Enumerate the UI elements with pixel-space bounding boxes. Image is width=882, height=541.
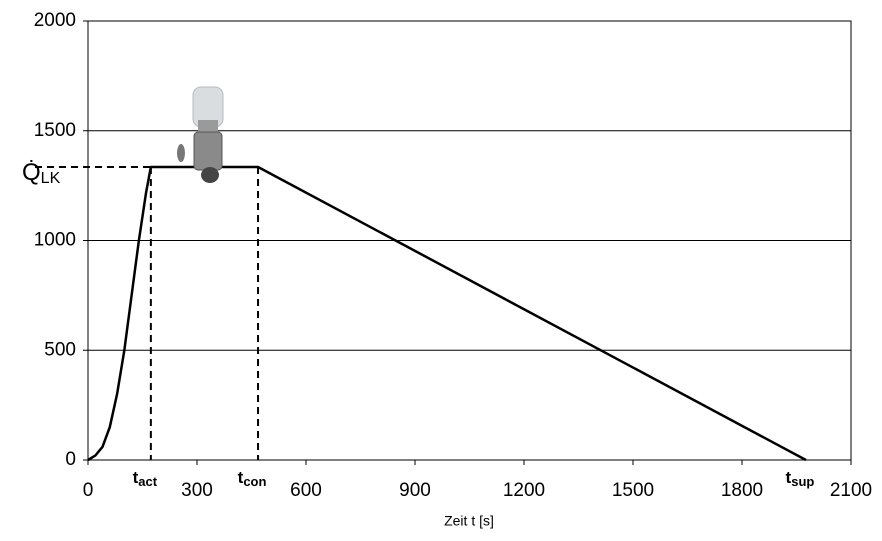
marker-symbol: t	[786, 468, 792, 487]
marker-label: tact	[133, 468, 158, 489]
x-tick-label: 300	[181, 480, 213, 501]
valve-neck	[198, 120, 218, 134]
plot-frame	[87, 20, 852, 461]
valve-illustration	[177, 86, 224, 183]
marker-subscript: con	[243, 474, 266, 489]
x-tick-label: 1800	[721, 480, 763, 501]
y-tick-label: 0	[65, 449, 76, 470]
marker-symbol: t	[238, 468, 244, 487]
x-tick-label: 0	[83, 480, 94, 501]
y-tick-label: 1500	[34, 120, 76, 141]
level-subscript: LK	[41, 170, 61, 187]
x-tick-label: 1500	[612, 480, 654, 501]
valve-body	[193, 131, 223, 171]
y-tick-label: 2000	[34, 10, 76, 31]
x-axis-title: Zeit t [s]	[444, 513, 494, 529]
marker-subscript: act	[138, 474, 157, 489]
y-tick-label: 500	[44, 339, 76, 360]
marker-symbol: t	[133, 468, 139, 487]
valve-handle	[177, 144, 185, 162]
marker-label: tsup	[786, 468, 815, 489]
x-tick-label: 600	[290, 480, 322, 501]
x-tick-label: 1200	[503, 480, 545, 501]
marker-label: tcon	[238, 468, 267, 489]
level-symbol: Q̇	[22, 159, 41, 187]
x-tick-label: 2100	[830, 480, 872, 501]
level-label: Q̇LK	[22, 159, 61, 188]
data-line	[87, 165, 807, 462]
marker-subscript: sup	[791, 474, 814, 489]
valve-nozzle	[201, 167, 219, 183]
x-tick-label: 900	[399, 480, 431, 501]
y-tick-label: 1000	[34, 230, 76, 251]
